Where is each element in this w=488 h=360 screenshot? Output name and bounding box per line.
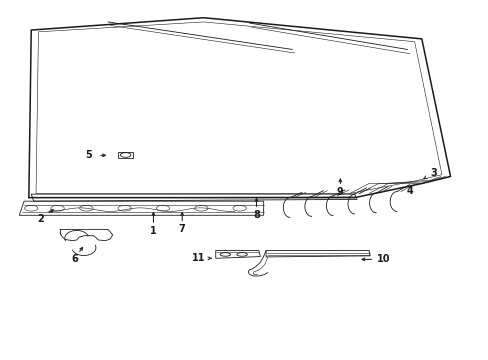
Text: 8: 8 xyxy=(252,210,260,220)
Text: 5: 5 xyxy=(85,150,92,160)
Text: 10: 10 xyxy=(376,255,389,264)
Text: 1: 1 xyxy=(150,226,157,236)
Text: 7: 7 xyxy=(179,224,185,234)
Text: 9: 9 xyxy=(336,187,343,197)
Text: 4: 4 xyxy=(406,186,412,195)
Text: 11: 11 xyxy=(192,253,205,263)
Text: 6: 6 xyxy=(71,255,78,264)
Text: 3: 3 xyxy=(429,168,436,178)
Text: 2: 2 xyxy=(38,214,44,224)
